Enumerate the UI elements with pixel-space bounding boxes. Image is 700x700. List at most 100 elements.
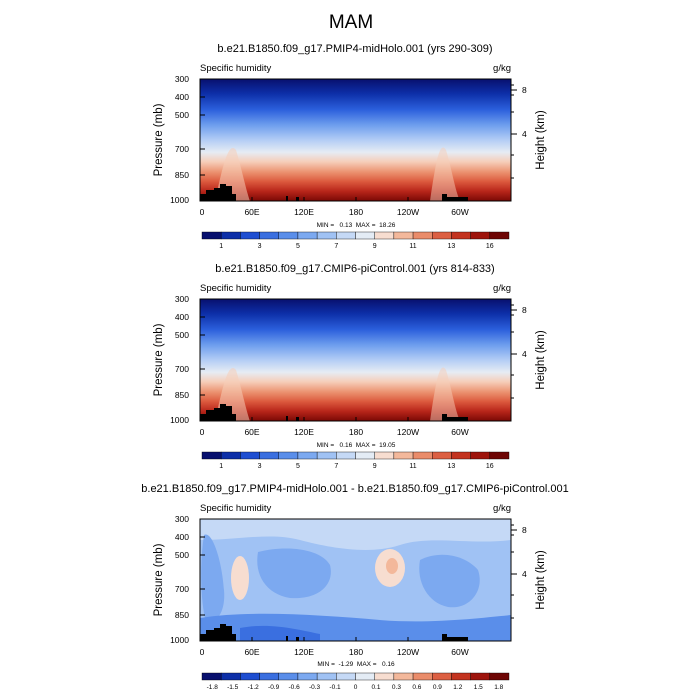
colorbar-label: -0.3 <box>309 684 321 691</box>
colorbar-label: 9 <box>373 463 377 470</box>
colorbar-label: 9 <box>373 243 377 250</box>
panel-1-x-ticks: 0 60E 120E 180 120W 60W <box>200 197 469 217</box>
panel-3-weak-negative-upper <box>200 519 511 550</box>
panel-2-moist-tongue-americas <box>430 367 460 421</box>
panel-2-topography <box>200 404 468 421</box>
panel-3-topography <box>200 624 468 641</box>
colorbar-label: 5 <box>296 463 300 470</box>
panel-2-ylabel-right: Height (km) <box>535 330 547 390</box>
panel-3-strong-negative-sfc <box>240 625 320 641</box>
colorbar-swatch <box>393 451 414 460</box>
panel-2-xtick-120w: 120W <box>397 427 419 437</box>
colorbar-swatch <box>297 231 318 240</box>
colorbar-swatch <box>297 451 318 460</box>
panel-3-ytick-400: 400 <box>175 532 189 542</box>
panel-1-plot <box>200 79 511 201</box>
figure-title: MAM <box>329 12 373 33</box>
colorbar-swatch <box>259 451 279 460</box>
colorbar-label: 3 <box>258 463 262 470</box>
panel-1-topography <box>200 184 468 201</box>
panel-1-xtick-60e: 60E <box>244 207 259 217</box>
colorbar-label: -1.8 <box>207 684 219 691</box>
panel-3-xtick-0: 0 <box>200 647 205 657</box>
colorbar-label: -0.6 <box>288 684 300 691</box>
panel-3-height-tick-marks <box>511 524 517 619</box>
panel-3-xtick-marks <box>251 637 461 641</box>
panel-1-xtick-120w: 120W <box>397 207 419 217</box>
panel-1-title: b.e21.B1850.f09_g17.PMIP4-midHolo.001 (y… <box>217 43 492 55</box>
panel-3-moderate-negative-central <box>257 548 331 599</box>
panel-2-x-ticks: 0 60E 120E 180 120W 60W <box>200 417 469 437</box>
panel-2-xtick-60e: 60E <box>244 427 259 437</box>
colorbar-swatch <box>451 451 471 460</box>
panel-3-ytick-700: 700 <box>175 584 189 594</box>
colorbar-label: 1.5 <box>474 684 483 691</box>
colorbar-label: 13 <box>448 463 456 470</box>
panel-2-right-ticks: 8 4 <box>511 304 527 399</box>
colorbar-label: -1.2 <box>248 684 260 691</box>
colorbar-swatch <box>432 672 452 681</box>
colorbar-swatch <box>336 451 356 460</box>
colorbar-swatch <box>393 672 414 681</box>
panel-2-title: b.e21.B1850.f09_g17.CMIP6-piControl.001 … <box>215 263 494 275</box>
panel-1-ytick-marks <box>200 78 205 176</box>
panel-1-xtick-marks <box>251 197 461 201</box>
colorbar-swatch <box>220 231 241 240</box>
panel-2-ytick-400: 400 <box>175 312 189 322</box>
panel-3-ylabel-right: Height (km) <box>535 550 547 610</box>
colorbar-swatch <box>336 231 356 240</box>
panel-1-ytick-850: 850 <box>175 170 189 180</box>
panel-3-xtick-180: 180 <box>349 647 363 657</box>
panel-3-ytick-500: 500 <box>175 550 189 560</box>
colorbar-label: 1 <box>219 243 223 250</box>
colorbar-swatch <box>316 672 337 681</box>
colorbar-label: 11 <box>409 463 416 470</box>
panel-1-ytick-500: 500 <box>175 110 189 120</box>
colorbar-swatch <box>259 672 279 681</box>
panel-2-xtick-marks <box>251 417 461 421</box>
colorbar-swatch <box>201 231 222 240</box>
colorbar-swatch <box>470 451 491 460</box>
colorbar-label: 13 <box>448 243 456 250</box>
panel-1-xtick-60w: 60W <box>451 207 468 217</box>
colorbar-swatch <box>432 231 452 240</box>
colorbar-label: 0.1 <box>371 684 380 691</box>
panel-1-height-tick-4: 4 <box>522 129 527 139</box>
colorbar-label: 1.8 <box>494 684 503 691</box>
panel-3-colorbar: -1.8 -1.5 -1.2 -0.9 -0.6 -0.3 -0.1 0 0.1 0.3 0.6 0.… <box>201 672 510 691</box>
colorbar-swatch <box>470 672 491 681</box>
panel-1-colorbar: 1 3 5 7 9 11 13 16 <box>201 231 510 250</box>
panel-1: b.e21.B1850.f09_g17.PMIP4-midHolo.001 (y… <box>153 43 547 250</box>
panel-3-moderate-negative-east <box>419 554 480 608</box>
panel-1-min-max: MIN = 0.13 MAX = 18.26 <box>317 222 396 229</box>
colorbar-swatch <box>220 451 241 460</box>
panel-3-ytick-1000: 1000 <box>170 635 189 645</box>
panel-3-positive-anomaly-west <box>231 556 249 600</box>
panel-3-ytick-300: 300 <box>175 514 189 524</box>
colorbar-swatch <box>240 231 260 240</box>
colorbar-swatch <box>355 672 375 681</box>
colorbar-swatch <box>374 451 395 460</box>
panel-3-moderate-negative-west <box>201 534 225 623</box>
panel-3-xtick-120e: 120E <box>294 647 314 657</box>
colorbar-label: 0 <box>354 684 358 691</box>
colorbar-swatch <box>374 672 395 681</box>
panel-2: b.e21.B1850.f09_g17.CMIP6-piControl.001 … <box>153 263 547 470</box>
colorbar-swatch <box>374 231 395 240</box>
colorbar-swatch <box>489 672 510 681</box>
panel-2-units-label: g/kg <box>493 283 511 294</box>
panel-2-plot <box>200 299 511 421</box>
colorbar-label: 11 <box>409 243 416 250</box>
panel-3-units-label: g/kg <box>493 503 511 514</box>
colorbar-swatch <box>316 451 337 460</box>
colorbar-swatch <box>336 672 356 681</box>
panel-1-humidity-field <box>200 79 511 201</box>
panel-2-xtick-180: 180 <box>349 427 363 437</box>
panel-1-units-label: g/kg <box>493 63 511 74</box>
colorbar-label: 5 <box>296 243 300 250</box>
colorbar-label: -1.5 <box>227 684 239 691</box>
panel-3-left-ticks: 300 400 500 700 850 1000 <box>170 514 205 645</box>
panel-2-ytick-300: 300 <box>175 294 189 304</box>
colorbar-label: -0.9 <box>268 684 280 691</box>
